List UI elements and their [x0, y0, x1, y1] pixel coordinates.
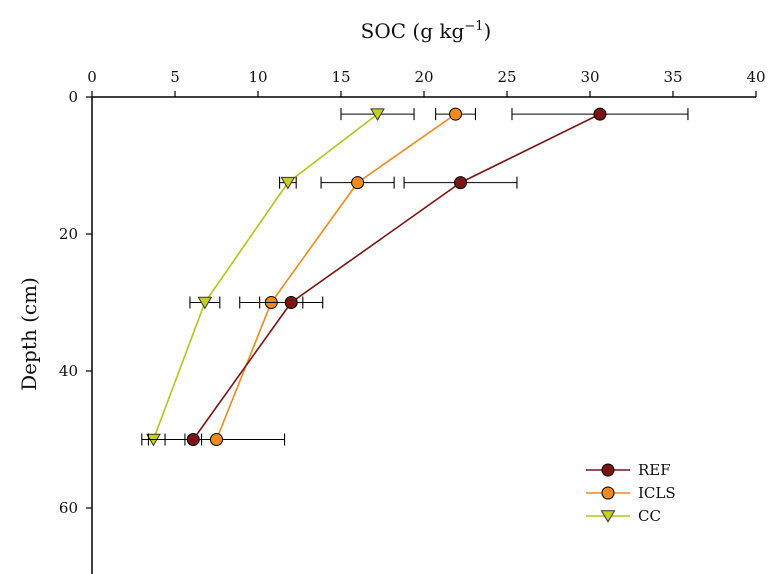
legend-marker — [601, 486, 615, 500]
plot-area — [141, 107, 689, 447]
y-axis-title: Depth (cm) — [17, 277, 41, 391]
x-axis-title: SOC (g kg−1) — [361, 19, 492, 43]
y-tick-label: 20 — [59, 225, 78, 243]
x-tick-label: 15 — [331, 68, 350, 86]
data-point — [197, 296, 213, 310]
x-tick-label: 5 — [170, 68, 180, 86]
series-line — [152, 113, 379, 440]
legend-label: ICLS — [638, 484, 676, 502]
series-line — [215, 113, 456, 440]
x-tick-label: 30 — [580, 68, 599, 86]
x-tick-label: 20 — [414, 68, 433, 86]
y-tick-label: 0 — [68, 88, 78, 106]
x-tick-label: 10 — [248, 68, 267, 86]
y-tick-label: 60 — [59, 499, 78, 517]
x-axis-title-superscript: −1 — [464, 19, 483, 34]
series-ref — [184, 107, 689, 446]
data-point — [186, 433, 200, 446]
x-tick-label: 40 — [746, 68, 765, 86]
x-tick-label: 0 — [87, 68, 97, 86]
data-point — [351, 176, 365, 190]
data-point — [449, 107, 463, 121]
legend-item-icls: ICLS — [586, 484, 676, 502]
legend-item-ref: REF — [586, 461, 671, 479]
series-icls — [147, 107, 477, 446]
y-tick-label: 40 — [59, 362, 78, 380]
legend-marker — [601, 463, 615, 477]
series-cc — [141, 108, 415, 447]
data-point — [280, 176, 296, 190]
data-point — [284, 296, 298, 309]
x-tick-label: 25 — [497, 68, 516, 86]
data-point — [454, 176, 468, 190]
data-point — [593, 107, 607, 121]
legend-item-cc: CC — [586, 507, 661, 525]
legend-label: CC — [638, 507, 661, 525]
series-line — [192, 113, 601, 440]
legend-label: REF — [638, 461, 671, 479]
x-axis-title-close: ) — [484, 19, 492, 43]
data-point — [370, 108, 385, 121]
legend-marker — [600, 510, 616, 523]
x-tick-label: 35 — [663, 68, 682, 86]
axes: 0 5 10 15 20 25 30 35 40 0 20 40 60 — [59, 68, 766, 574]
legend: REF ICLS CC — [586, 461, 676, 525]
data-point — [210, 433, 223, 446]
